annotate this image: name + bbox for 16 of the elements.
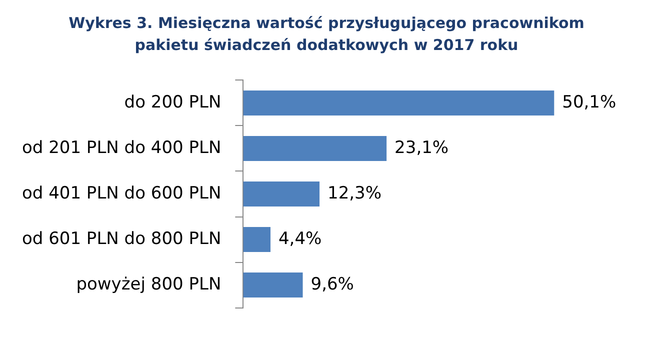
y-tick-label: od 601 PLN do 800 PLN (22, 228, 222, 249)
data-label: 9,6% (310, 274, 354, 294)
bar (243, 227, 270, 252)
y-tick-label: od 401 PLN do 600 PLN (22, 183, 222, 204)
chart-title: Wykres 3. Miesięczna wartość przysługującego pracownikom pakietu świadczeń dodatkowych w 2017 roku (68, 13, 586, 56)
bar (243, 181, 320, 207)
bar (243, 136, 387, 161)
data-label: 23,1% (394, 138, 449, 158)
data-label: 50,1% (562, 92, 616, 112)
bar (243, 90, 554, 116)
y-tick-label: powyżej 800 PLN (76, 274, 222, 294)
bar (243, 272, 303, 298)
y-tick-label: do 200 PLN (124, 92, 222, 112)
y-tick-label: od 201 PLN do 400 PLN (22, 138, 222, 158)
data-label: 12,3% (328, 183, 382, 204)
data-label: 4,4% (278, 228, 322, 249)
